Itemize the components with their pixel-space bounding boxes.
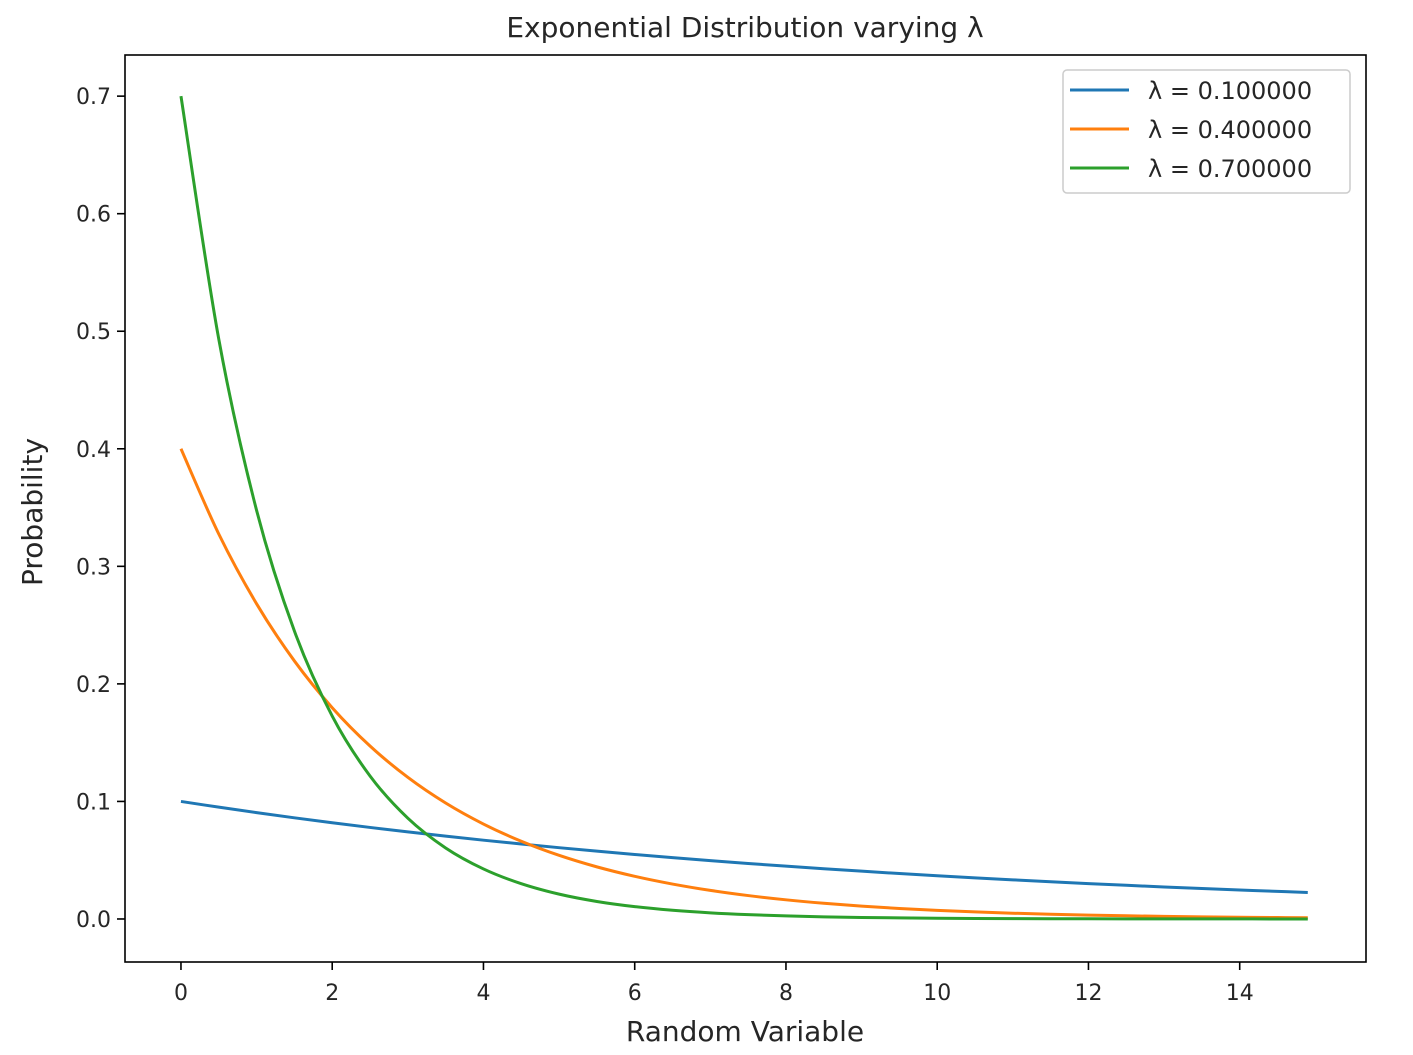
x-tick-label: 8 xyxy=(779,981,793,1006)
legend-entry: λ = 0.100000 xyxy=(1148,77,1312,105)
plot-frame xyxy=(124,54,1367,963)
y-tick-label: 0.7 xyxy=(76,85,111,110)
legend: λ = 0.100000 λ = 0.400000 λ = 0.700000 xyxy=(1062,69,1351,194)
y-axis-label: Probability xyxy=(16,438,49,586)
y-tick-label: 0.4 xyxy=(76,438,111,463)
legend-entry: λ = 0.400000 xyxy=(1148,116,1312,144)
series-line-1 xyxy=(179,448,1308,920)
y-tick-label: 0.0 xyxy=(76,908,111,933)
series-line-0 xyxy=(180,799,1308,894)
x-tick-label: 10 xyxy=(923,981,951,1006)
x-tick-label: 14 xyxy=(1226,981,1254,1006)
chart-title: Exponential Distribution varying λ xyxy=(506,11,983,44)
legend-entry: λ = 0.700000 xyxy=(1148,155,1312,183)
legend-box xyxy=(1062,69,1351,194)
x-tick-label: 12 xyxy=(1074,981,1102,1006)
x-tick-label: 4 xyxy=(476,981,490,1006)
x-tick-label: 2 xyxy=(325,981,339,1006)
y-tick-label: 0.6 xyxy=(76,203,111,228)
y-tick-label: 0.1 xyxy=(76,790,111,815)
series-layer xyxy=(179,95,1308,921)
x-tick-label: 0 xyxy=(174,981,188,1006)
series-line-2 xyxy=(179,95,1308,921)
y-tick-label: 0.5 xyxy=(76,320,111,345)
y-tick-label: 0.3 xyxy=(76,555,111,580)
y-axis: 0.0 0.1 0.2 0.3 0.4 0.5 0.6 0.7 xyxy=(76,85,125,933)
y-tick-label: 0.2 xyxy=(76,673,111,698)
x-tick-label: 6 xyxy=(628,981,642,1006)
x-axis-label: Random Variable xyxy=(626,1015,864,1048)
x-axis: 0 2 4 6 8 10 12 14 xyxy=(174,962,1254,1006)
